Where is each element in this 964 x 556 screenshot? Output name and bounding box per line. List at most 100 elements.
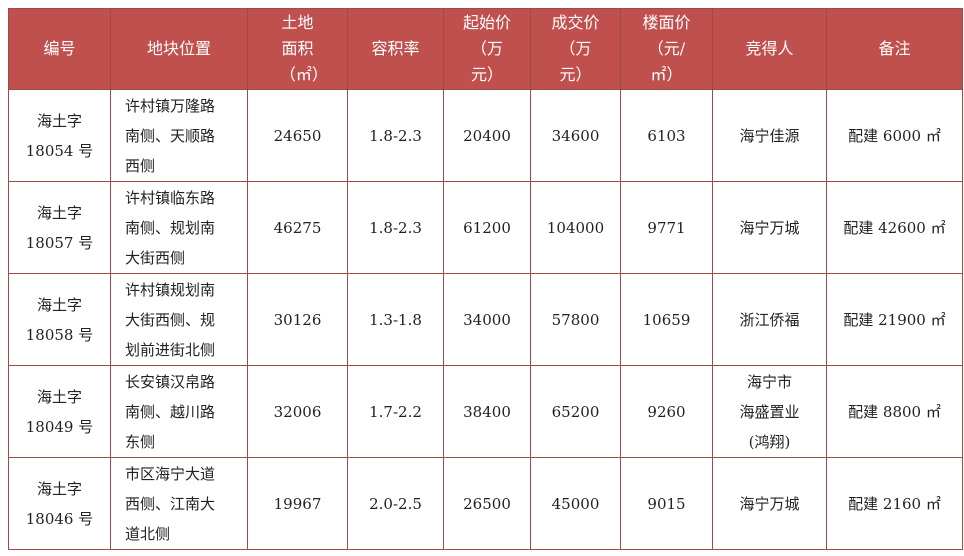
location-cell-line: 南侧、天顺路 bbox=[125, 126, 216, 145]
land-auction-table: 编号 地块位置 土地面积（㎡） 容积率 起始价（万元） 成交价（万元） 楼面价（元/㎡） 竞得… bbox=[8, 8, 963, 550]
location-cell-line: 西侧 bbox=[125, 156, 156, 175]
lot-id-cell: 海土字 18054 号 bbox=[8, 89, 111, 182]
area-cell: 46275 bbox=[247, 181, 348, 274]
winner-cell-line: 海盛置业 bbox=[739, 402, 800, 421]
winner-cell-line: (鸿翔) bbox=[748, 432, 791, 451]
header-text: 容积率 bbox=[371, 39, 420, 58]
header-row: 编号 地块位置 土地面积（㎡） 容积率 起始价（万元） 成交价（万元） 楼面价（元/㎡） 竞得… bbox=[8, 8, 963, 90]
far-cell: 1.8-2.3 bbox=[347, 89, 444, 182]
note-cell: 配建 42600 ㎡ bbox=[826, 181, 963, 274]
location-cell-line: 划前进街北侧 bbox=[125, 340, 216, 359]
lot-id-cell-line: 18054 号 bbox=[25, 141, 94, 160]
start-price-cell: 20400 bbox=[443, 89, 531, 182]
floor-price-cell: 10659 bbox=[620, 273, 713, 366]
winner-cell: 海宁万城 bbox=[712, 181, 827, 274]
area-cell: 24650 bbox=[247, 89, 348, 182]
lot-id-cell-line: 海土字 bbox=[36, 387, 82, 406]
note-cell: 配建 8800 ㎡ bbox=[826, 365, 963, 458]
location-cell: 许村镇万隆路 南侧、天顺路 西侧 bbox=[110, 89, 248, 182]
far-cell: 2.0-2.5 bbox=[347, 457, 444, 550]
winner-cell: 海宁佳源 bbox=[712, 89, 827, 182]
header-text: 楼面价（元/㎡） bbox=[642, 13, 691, 84]
column-header: 容积率 bbox=[347, 8, 444, 90]
note-cell: 配建 21900 ㎡ bbox=[826, 273, 963, 366]
winner-cell: 海宁市 海盛置业 (鸿翔) bbox=[712, 365, 827, 458]
lot-id-cell: 海土字 18057 号 bbox=[8, 181, 111, 274]
area-cell: 32006 bbox=[247, 365, 348, 458]
start-price-cell: 26500 bbox=[443, 457, 531, 550]
floor-price-cell: 9771 bbox=[620, 181, 713, 274]
note-cell: 配建 2160 ㎡ bbox=[826, 457, 963, 550]
table-row: 海土字 18054 号许村镇万隆路 南侧、天顺路 西侧 24650 1.8-2.3 2040… bbox=[8, 89, 963, 182]
start-price-cell: 61200 bbox=[443, 181, 531, 274]
location-cell-line: 许村镇临东路 bbox=[125, 188, 216, 207]
column-header: 编号 bbox=[8, 8, 111, 90]
location-cell-line: 许村镇万隆路 bbox=[125, 96, 216, 115]
table-row: 海土字 18046 号市区海宁大道 西侧、江南大 道北侧 19967 2.0-2.5 265… bbox=[8, 457, 963, 550]
header-text: 竞得人 bbox=[745, 39, 794, 58]
lot-id-cell: 海土字 18046 号 bbox=[8, 457, 111, 550]
area-cell: 30126 bbox=[247, 273, 348, 366]
start-price-cell: 34000 bbox=[443, 273, 531, 366]
lot-id-cell-line: 海土字 bbox=[36, 479, 82, 498]
location-cell: 许村镇临东路 南侧、规划南 大街西侧 bbox=[110, 181, 248, 274]
far-cell: 1.7-2.2 bbox=[347, 365, 444, 458]
lot-id-cell-line: 海土字 bbox=[36, 295, 82, 314]
floor-price-cell: 9015 bbox=[620, 457, 713, 550]
deal-price-cell: 57800 bbox=[530, 273, 621, 366]
location-cell-line: 南侧、规划南 bbox=[125, 218, 216, 237]
note-cell: 配建 6000 ㎡ bbox=[826, 89, 963, 182]
table-row: 海土字 18049 号长安镇汉帛路 南侧、越川路 东侧 32006 1.7-2.2 3840… bbox=[8, 365, 963, 458]
location-cell-line: 市区海宁大道 bbox=[125, 464, 216, 483]
deal-price-cell: 45000 bbox=[530, 457, 621, 550]
column-header: 土地面积（㎡） bbox=[247, 8, 348, 90]
lot-id-cell-line: 海土字 bbox=[36, 203, 82, 222]
header-text: 起始价（万元） bbox=[462, 13, 511, 84]
area-cell: 19967 bbox=[247, 457, 348, 550]
location-cell-line: 许村镇规划南 bbox=[125, 280, 216, 299]
header-text: 土地面积（㎡） bbox=[279, 13, 328, 84]
lot-id-cell-line: 18049 号 bbox=[25, 417, 94, 436]
lot-id-cell-line: 18046 号 bbox=[25, 509, 94, 528]
far-cell: 1.3-1.8 bbox=[347, 273, 444, 366]
winner-cell-line: 浙江侨福 bbox=[739, 310, 800, 329]
lot-id-cell-line: 18058 号 bbox=[25, 325, 94, 344]
location-cell-line: 西侧、江南大 bbox=[125, 494, 216, 513]
header-text: 备注 bbox=[878, 39, 911, 58]
location-cell-line: 大街西侧 bbox=[125, 248, 186, 267]
lot-id-cell-line: 海土字 bbox=[36, 111, 82, 130]
location-cell-line: 东侧 bbox=[125, 432, 156, 451]
location-cell: 市区海宁大道 西侧、江南大 道北侧 bbox=[110, 457, 248, 550]
column-header: 楼面价（元/㎡） bbox=[620, 8, 713, 90]
winner-cell-line: 海宁万城 bbox=[739, 494, 800, 513]
location-cell-line: 道北侧 bbox=[125, 524, 171, 543]
column-header: 起始价（万元） bbox=[443, 8, 531, 90]
table-row: 海土字 18057 号许村镇临东路 南侧、规划南 大街西侧 46275 1.8-2.3 61… bbox=[8, 181, 963, 274]
deal-price-cell: 104000 bbox=[530, 181, 621, 274]
location-cell: 长安镇汉帛路 南侧、越川路 东侧 bbox=[110, 365, 248, 458]
lot-id-cell-line: 18057 号 bbox=[25, 233, 94, 252]
location-cell-line: 长安镇汉帛路 bbox=[125, 372, 216, 391]
winner-cell: 浙江侨福 bbox=[712, 273, 827, 366]
location-cell: 许村镇规划南 大街西侧、规 划前进街北侧 bbox=[110, 273, 248, 366]
lot-id-cell: 海土字 18058 号 bbox=[8, 273, 111, 366]
column-header: 成交价（万元） bbox=[530, 8, 621, 90]
far-cell: 1.8-2.3 bbox=[347, 181, 444, 274]
lot-id-cell: 海土字 18049 号 bbox=[8, 365, 111, 458]
floor-price-cell: 9260 bbox=[620, 365, 713, 458]
winner-cell-line: 海宁佳源 bbox=[739, 126, 800, 145]
location-cell-line: 南侧、越川路 bbox=[125, 402, 216, 421]
winner-cell: 海宁万城 bbox=[712, 457, 827, 550]
deal-price-cell: 34600 bbox=[530, 89, 621, 182]
deal-price-cell: 65200 bbox=[530, 365, 621, 458]
start-price-cell: 38400 bbox=[443, 365, 531, 458]
header-text: 成交价（万元） bbox=[551, 13, 600, 84]
column-header: 地块位置 bbox=[110, 8, 248, 90]
header-text: 地块位置 bbox=[146, 39, 211, 58]
location-cell-line: 大街西侧、规 bbox=[125, 310, 216, 329]
column-header: 竞得人 bbox=[712, 8, 827, 90]
header-text: 编号 bbox=[43, 39, 76, 58]
winner-cell-line: 海宁万城 bbox=[739, 218, 800, 237]
table-row: 海土字 18058 号许村镇规划南 大街西侧、规 划前进街北侧 30126 1.3-1.8… bbox=[8, 273, 963, 366]
column-header: 备注 bbox=[826, 8, 963, 90]
